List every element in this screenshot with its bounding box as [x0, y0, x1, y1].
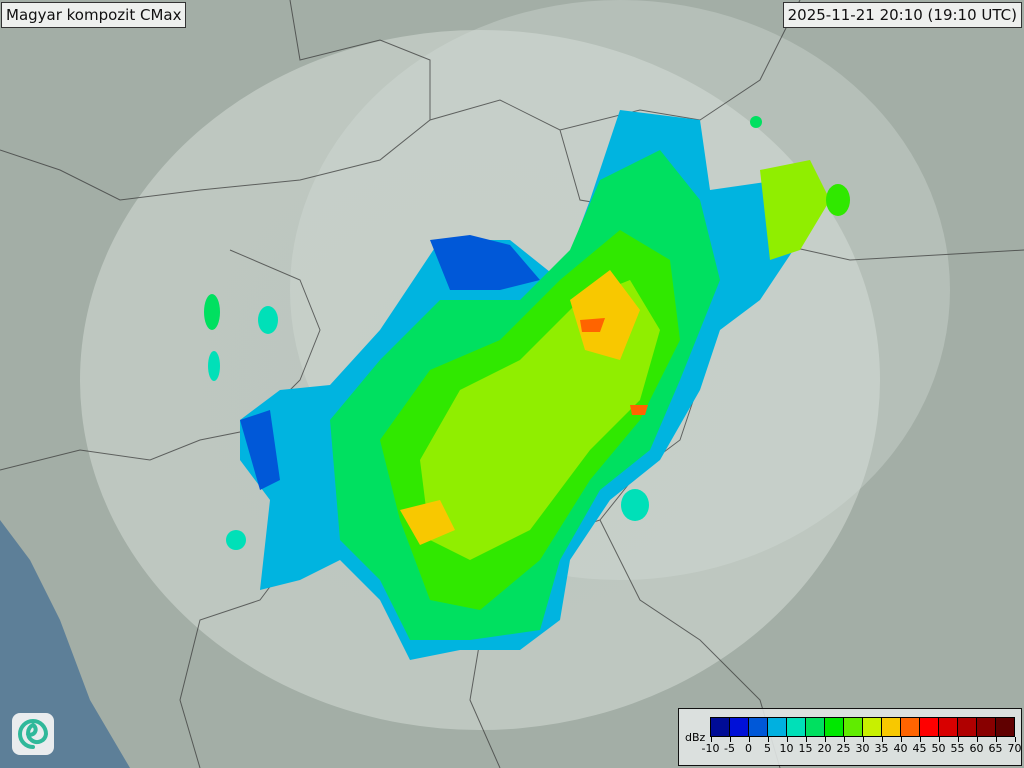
legend-tick-label: 55: [950, 742, 965, 755]
legend-tick-mark: [919, 737, 921, 742]
legend-tick-mark: [900, 737, 902, 742]
legend-tick-label: 0: [745, 742, 752, 755]
product-title: Magyar kompozit CMax: [1, 2, 187, 28]
legend-swatch: [711, 718, 730, 736]
legend-tick-label: 15: [798, 742, 813, 755]
legend-swatch: [806, 718, 825, 736]
legend-swatch: [977, 718, 996, 736]
legend-tick-label: 30: [855, 742, 870, 755]
legend-tick-mark: [748, 737, 750, 742]
legend-tick-label: -10: [701, 742, 720, 755]
legend-swatch: [863, 718, 882, 736]
legend-swatch: [749, 718, 768, 736]
legend-tick-label: 60: [969, 742, 984, 755]
legend-tick-mark: [786, 737, 788, 742]
legend-tick-mark: [938, 737, 940, 742]
legend-tick-label: 10: [779, 742, 794, 755]
legend-swatch: [996, 718, 1014, 736]
legend-tick-label: 20: [817, 742, 832, 755]
legend-tick-mark: [957, 737, 959, 742]
legend-tick-mark: [824, 737, 826, 742]
legend-tick-label: 45: [912, 742, 927, 755]
legend-unit: dBz: [685, 731, 706, 744]
legend-tick-label: 70: [1007, 742, 1022, 755]
legend-swatch: [920, 718, 939, 736]
legend-color-bar: [710, 717, 1015, 737]
legend-tick-label: 65: [988, 742, 1003, 755]
legend-tick-mark: [767, 737, 769, 742]
legend-tick-label: 25: [836, 742, 851, 755]
legend-swatch: [958, 718, 977, 736]
legend-swatch: [730, 718, 749, 736]
legend-tick-mark: [862, 737, 864, 742]
legend-tick-mark: [710, 737, 712, 742]
swirl-logo-icon: [12, 713, 54, 755]
legend-tick-mark: [729, 737, 731, 742]
dbz-color-legend: dBz -10 -5 0 5 10 15 20 25 30 35 40 45 50 55 60 65 70: [678, 708, 1022, 766]
legend-swatch: [787, 718, 806, 736]
legend-tick-label: 5: [764, 742, 771, 755]
legend-swatch: [901, 718, 920, 736]
legend-tick-mark: [805, 737, 807, 742]
adriatic-sea: [0, 520, 130, 768]
radar-echoes: [204, 110, 850, 660]
legend-tick-mark: [843, 737, 845, 742]
legend-swatch: [939, 718, 958, 736]
legend-swatch: [882, 718, 901, 736]
legend-tick-mark: [881, 737, 883, 742]
legend-swatch: [768, 718, 787, 736]
legend-swatch: [825, 718, 844, 736]
legend-tick-mark: [976, 737, 978, 742]
legend-tick-label: 40: [893, 742, 908, 755]
legend-tick-mark: [1014, 737, 1016, 742]
legend-tick-label: 35: [874, 742, 889, 755]
timestamp: 2025-11-21 20:10 (19:10 UTC): [782, 2, 1022, 28]
legend-tick-label: 50: [931, 742, 946, 755]
legend-tick-label: -5: [724, 742, 735, 755]
legend-swatch: [844, 718, 863, 736]
legend-tick-mark: [995, 737, 997, 742]
